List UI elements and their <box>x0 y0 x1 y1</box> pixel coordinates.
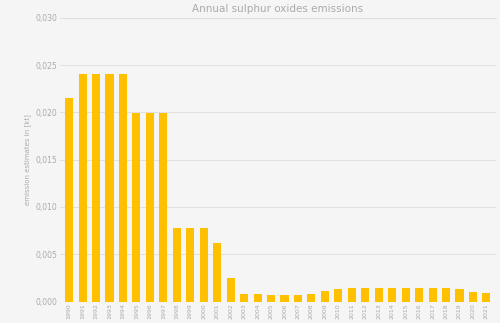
Bar <box>160 113 168 302</box>
Bar <box>200 228 208 302</box>
Title: Annual sulphur oxides emissions: Annual sulphur oxides emissions <box>192 4 364 14</box>
Bar <box>213 243 222 302</box>
Bar <box>92 75 100 302</box>
Bar <box>132 113 140 302</box>
Bar <box>388 288 396 302</box>
Bar <box>415 288 423 302</box>
Bar <box>361 288 370 302</box>
Bar <box>226 278 234 302</box>
Bar <box>173 228 181 302</box>
Bar <box>267 295 275 302</box>
Bar <box>321 291 329 302</box>
Bar <box>308 294 316 302</box>
Bar <box>186 228 194 302</box>
Bar <box>402 288 409 302</box>
Bar <box>348 288 356 302</box>
Bar <box>254 294 262 302</box>
Bar <box>442 288 450 302</box>
Bar <box>294 295 302 302</box>
Y-axis label: emission estimates in [kt]: emission estimates in [kt] <box>24 114 31 205</box>
Bar <box>469 292 477 302</box>
Bar <box>65 98 73 302</box>
Bar <box>374 288 383 302</box>
Bar <box>428 288 436 302</box>
Bar <box>78 75 86 302</box>
Bar <box>334 289 342 302</box>
Bar <box>456 289 464 302</box>
Bar <box>119 75 127 302</box>
Bar <box>280 295 288 302</box>
Bar <box>146 113 154 302</box>
Bar <box>482 293 490 302</box>
Bar <box>106 75 114 302</box>
Bar <box>240 294 248 302</box>
